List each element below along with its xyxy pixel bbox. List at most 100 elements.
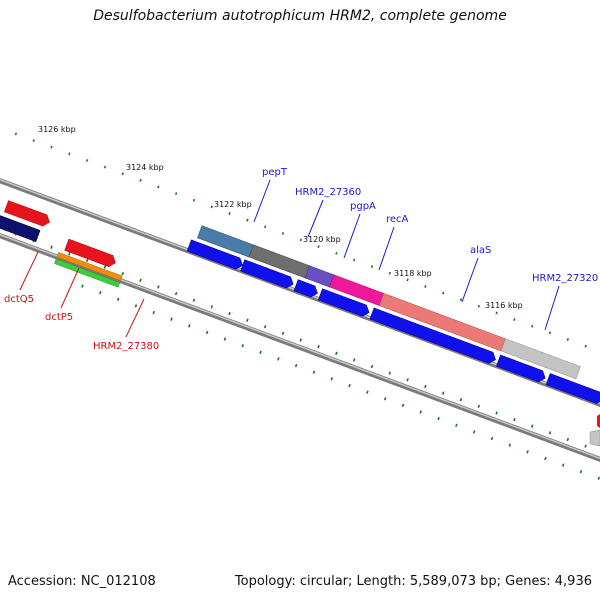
ruler-tick	[134, 304, 138, 308]
ruler-tick	[85, 159, 89, 162]
ruler-tick	[81, 284, 84, 288]
ruler-tick	[370, 364, 374, 369]
ruler-tick	[32, 139, 35, 143]
feature-red-2[interactable]	[0, 189, 1, 209]
ruler-tick	[566, 437, 570, 442]
background-ticks	[14, 132, 600, 481]
ruler-tick	[584, 444, 587, 448]
ruler-tick	[526, 450, 529, 454]
ruler-tick	[50, 245, 53, 249]
ruler-tick	[348, 383, 351, 388]
ruler-tick	[472, 430, 476, 434]
feature-red-4[interactable]	[64, 238, 118, 268]
feature-navy-2[interactable]	[0, 213, 41, 243]
feature-red-edge[interactable]	[597, 414, 600, 428]
backbone-track	[0, 178, 600, 462]
ruler-tick	[157, 285, 160, 289]
gene-label-dctQ5[interactable]: dctQ5	[4, 294, 34, 305]
ruler-tick	[205, 330, 209, 335]
ruler-tick	[561, 463, 565, 467]
ruler-tick	[259, 350, 262, 355]
gene-label-HRM2_27320[interactable]: HRM2_27320	[532, 273, 598, 284]
ruler-tick	[544, 456, 547, 461]
ruler-tick	[139, 278, 142, 283]
ruler-tick	[530, 424, 534, 428]
kbp-label: 3120 kbp	[303, 235, 341, 244]
ruler-tick	[299, 338, 303, 342]
ruler-tick	[424, 284, 427, 288]
ruler-tick	[597, 476, 600, 481]
ruler-tick	[157, 185, 160, 189]
ruler-tick	[103, 165, 107, 169]
ruler-tick	[281, 231, 285, 235]
ruler-tick	[513, 417, 516, 422]
ruler-tick	[228, 212, 231, 215]
feature-orange[interactable]	[56, 252, 123, 281]
feature-blue-6[interactable]	[495, 354, 547, 384]
ruler-tick	[246, 218, 249, 222]
ruler-tick	[312, 370, 316, 374]
ruler-tick	[531, 324, 534, 328]
gene-features	[0, 189, 600, 404]
feature-blue-5[interactable]	[369, 307, 498, 365]
ruler-tick	[459, 298, 463, 302]
ruler-tick	[548, 331, 552, 335]
feature-blue-1[interactable]	[186, 239, 245, 271]
ruler-tick	[188, 324, 191, 328]
ruler-tick	[121, 172, 124, 176]
feature-blue-4[interactable]	[317, 288, 371, 318]
ruler-tick	[548, 431, 552, 435]
gene-label-dctP5[interactable]: dctP5	[45, 312, 73, 323]
gene-label-alaS[interactable]: alaS	[470, 245, 491, 256]
ruler-tick	[14, 132, 18, 136]
ruler-tick	[495, 311, 498, 315]
ruler-tick	[401, 403, 405, 408]
ruler-tick	[139, 178, 142, 182]
gene-label-leaders	[19, 179, 560, 338]
ruler-tick	[121, 272, 125, 276]
ruler-tick	[317, 245, 320, 249]
ruler-tick	[352, 358, 356, 362]
ruler-tick	[68, 152, 71, 156]
feature-green[interactable]	[54, 258, 121, 288]
genome-summary-text: Topology: circular; Length: 5,589,073 bp…	[234, 574, 592, 589]
ruler-tick	[335, 351, 338, 355]
gene-label-pepT[interactable]: pepT	[262, 167, 288, 178]
ruler-tick	[383, 397, 387, 401]
ruler-tick	[330, 377, 334, 381]
ruler-tick	[170, 317, 173, 321]
feature-gray-edge[interactable]	[589, 429, 600, 447]
gene-label-HRM2_27360[interactable]: HRM2_27360	[295, 187, 361, 198]
ruler-tick	[513, 318, 516, 322]
position-ruler: 3126 kbp 3124 kbp 3122 kbp 3120 kbp 3118…	[38, 125, 523, 310]
ruler-tick	[366, 390, 369, 394]
ruler-tick	[103, 265, 107, 269]
ruler-tick	[263, 225, 267, 229]
ruler-tick	[477, 404, 481, 409]
ruler-tick	[388, 271, 391, 275]
kbp-label: 3124 kbp	[126, 163, 164, 172]
ruler-tick	[299, 238, 302, 242]
ruler-tick	[441, 391, 445, 395]
kbp-label: 3126 kbp	[38, 125, 76, 134]
ruler-tick	[370, 265, 374, 269]
ruler-tick	[424, 384, 427, 389]
feature-blue-2[interactable]	[240, 259, 296, 290]
ruler-tick	[210, 305, 214, 309]
ruler-tick	[68, 252, 71, 256]
kbp-label: 3116 kbp	[485, 301, 523, 310]
feature-red-3[interactable]	[4, 200, 51, 228]
feature-HRM2_27320[interactable]	[500, 338, 581, 380]
ruler-tick	[353, 258, 356, 262]
map-title: Desulfobacterium autotrophicum HRM2, com…	[93, 8, 507, 24]
gene-label-pgpA[interactable]: pgpA	[350, 201, 376, 212]
ruler-tick	[317, 344, 320, 349]
gene-label-recA[interactable]: recA	[386, 214, 409, 225]
ruler-tick	[210, 205, 213, 209]
gene-label-HRM2_27380[interactable]: HRM2_27380	[93, 341, 159, 352]
ruler-tick	[263, 325, 267, 329]
ruler-tick	[406, 278, 409, 282]
ruler-tick	[116, 297, 120, 301]
feature-blue-3[interactable]	[293, 279, 320, 299]
